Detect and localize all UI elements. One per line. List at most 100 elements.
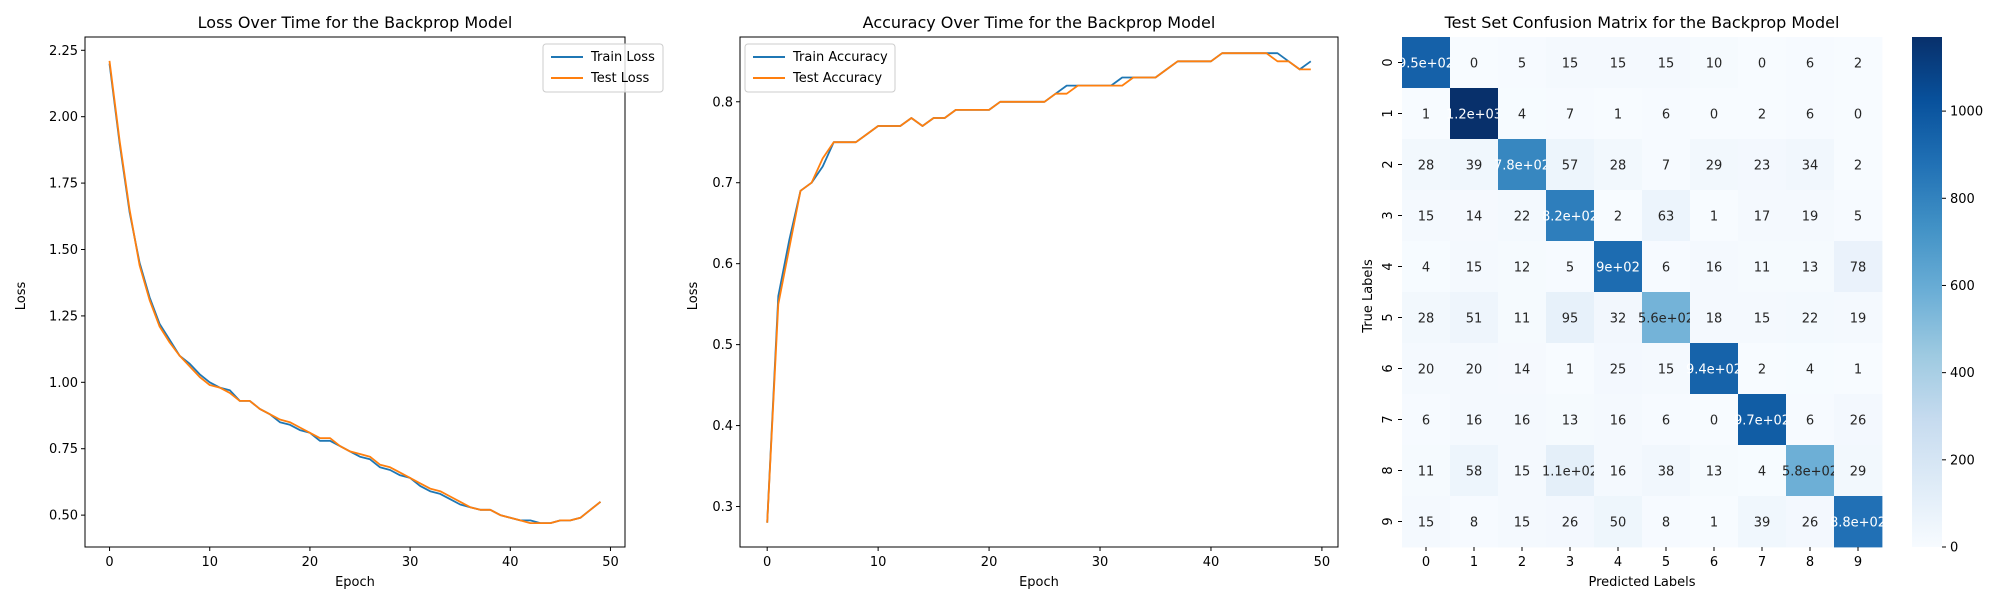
confusion-cell-label: 22 <box>1514 210 1531 225</box>
loss-y-tick-label: 2.00 <box>49 110 78 125</box>
confusion-cell <box>1738 37 1787 89</box>
loss-axes-frame <box>84 36 626 548</box>
confusion-cell <box>1642 37 1691 89</box>
confusion-cell-label: 11 <box>1754 261 1771 276</box>
confusion-cell <box>1690 343 1739 395</box>
confusion-cell <box>1738 139 1787 191</box>
confusion-cell-label: 9.5e+02 <box>1398 57 1454 72</box>
accuracy-chart: Accuracy Over Time for the Backprop Mode… <box>686 13 1339 590</box>
loss-chart: Loss Over Time for the Backprop Model 0 1… <box>14 13 664 590</box>
confusion-cell-label: 4 <box>1758 465 1766 480</box>
confusion-cell <box>1690 496 1739 548</box>
confusion-cell <box>1594 292 1643 344</box>
confusion-cell <box>1450 88 1499 140</box>
accuracy-x-tick-label: 20 <box>981 555 998 570</box>
confusion-cell-label: 26 <box>1850 414 1867 429</box>
confusion-cell <box>1594 496 1643 548</box>
confusion-x-tick-label: 3 <box>1566 555 1574 570</box>
confusion-cell <box>1594 241 1643 293</box>
accuracy-x-tick-label: 0 <box>763 555 771 570</box>
confusion-cell <box>1498 496 1547 548</box>
colorbar: 0 200 400 600 800 1000 <box>1912 37 1983 556</box>
confusion-y-tick-label: 6 <box>1381 364 1396 372</box>
confusion-cell-label: 5 <box>1854 210 1862 225</box>
confusion-cell <box>1498 37 1547 89</box>
confusion-cell-label: 15 <box>1418 516 1435 531</box>
confusion-cell <box>1642 241 1691 293</box>
confusion-cell <box>1786 445 1835 497</box>
confusion-cell-label: 95 <box>1562 312 1579 327</box>
confusion-cell <box>1498 394 1547 446</box>
accuracy-legend-label-train: Train Accuracy <box>792 50 888 65</box>
loss-y-tick-label: 1.00 <box>49 376 78 391</box>
confusion-cell-label: 28 <box>1610 159 1627 174</box>
confusion-cell <box>1450 241 1499 293</box>
confusion-cell-label: 16 <box>1706 261 1723 276</box>
accuracy-x-tick-label: 50 <box>1314 555 1331 570</box>
confusion-cell <box>1642 292 1691 344</box>
loss-x-tick-label: 10 <box>201 555 218 570</box>
accuracy-y-tick-label: 0.7 <box>712 176 733 191</box>
confusion-cell-label: 7.8e+02 <box>1494 159 1550 174</box>
confusion-cell-label: 9.7e+02 <box>1734 414 1790 429</box>
confusion-cell <box>1738 292 1787 344</box>
confusion-cell-label: 29 <box>1706 159 1723 174</box>
confusion-cell-label: 2 <box>1758 363 1766 378</box>
accuracy-axes-frame <box>739 36 1339 548</box>
confusion-cell-label: 14 <box>1514 363 1531 378</box>
confusion-cell-label: 16 <box>1466 414 1483 429</box>
confusion-x-tick-label: 8 <box>1806 555 1814 570</box>
confusion-cell <box>1594 343 1643 395</box>
accuracy-x-tick-label: 40 <box>1203 555 1220 570</box>
confusion-cell <box>1834 241 1883 293</box>
confusion-cell-label: 5.6e+02 <box>1638 312 1694 327</box>
confusion-cell <box>1738 88 1787 140</box>
confusion-cell <box>1834 394 1883 446</box>
confusion-y-tick-label: 8 <box>1381 466 1396 474</box>
accuracy-series-line-test <box>766 52 1311 523</box>
confusion-cell <box>1834 139 1883 191</box>
colorbar-tick-label: 800 <box>1950 192 1975 207</box>
confusion-cell-label: 16 <box>1610 465 1627 480</box>
confusion-cell <box>1690 88 1739 140</box>
confusion-cell <box>1450 394 1499 446</box>
confusion-x-tick-label: 6 <box>1710 555 1718 570</box>
loss-y-tick-label: 2.25 <box>49 44 78 59</box>
confusion-cell-label: 12 <box>1514 261 1531 276</box>
loss-y-tick-label: 1.25 <box>49 309 78 324</box>
confusion-cell-label: 32 <box>1610 312 1627 327</box>
loss-legend-label-train: Train Loss <box>590 50 655 65</box>
loss-y-tick-label: 1.75 <box>49 177 78 192</box>
confusion-cell-label: 15 <box>1418 210 1435 225</box>
confusion-cell <box>1738 343 1787 395</box>
confusion-cell <box>1642 190 1691 242</box>
confusion-cell-label: 9e+02 <box>1596 261 1640 276</box>
confusion-cell-label: 14 <box>1466 210 1483 225</box>
confusion-x-tick-label: 2 <box>1518 555 1526 570</box>
confusion-cell-label: 15 <box>1610 57 1627 72</box>
confusion-cell <box>1834 190 1883 242</box>
confusion-cell <box>1786 190 1835 242</box>
confusion-cell-label: 20 <box>1466 363 1483 378</box>
confusion-cell <box>1834 445 1883 497</box>
colorbar-tick-label: 200 <box>1950 453 1975 468</box>
confusion-x-tick-label: 4 <box>1614 555 1622 570</box>
confusion-cell-label: 57 <box>1562 159 1579 174</box>
confusion-cell <box>1546 139 1595 191</box>
loss-x-tick-label: 40 <box>502 555 519 570</box>
confusion-cell <box>1642 445 1691 497</box>
confusion-cell <box>1834 37 1883 89</box>
confusion-cell <box>1402 139 1451 191</box>
confusion-cell <box>1594 37 1643 89</box>
confusion-cell-label: 8 <box>1662 516 1670 531</box>
confusion-cell <box>1402 241 1451 293</box>
colorbar-gradient <box>1912 37 1942 547</box>
confusion-y-tick-label: 1 <box>1381 109 1396 117</box>
confusion-cell <box>1594 190 1643 242</box>
confusion-cell-label: 2 <box>1758 108 1766 123</box>
loss-y-axis-label: Loss <box>14 282 29 311</box>
confusion-cell-label: 29 <box>1850 465 1867 480</box>
confusion-cell-label: 13 <box>1706 465 1723 480</box>
confusion-cell-label: 5 <box>1518 57 1526 72</box>
confusion-matrix-y-axis-label: True Labels <box>1361 259 1376 334</box>
